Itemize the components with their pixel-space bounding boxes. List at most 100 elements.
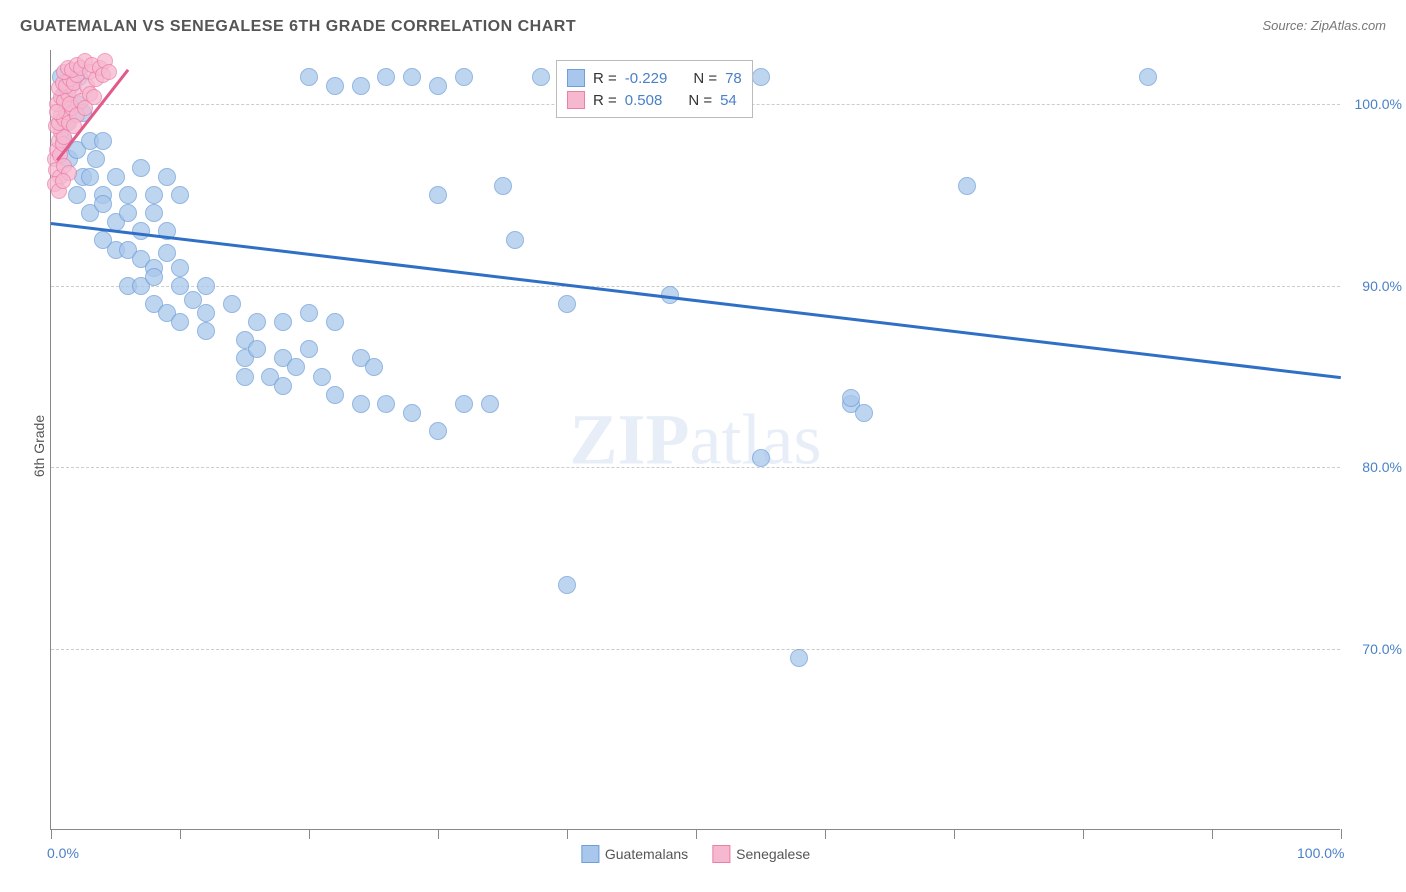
x-tick [1212,829,1213,839]
legend-n-value: 78 [725,70,742,87]
data-point [119,186,137,204]
data-point [158,244,176,262]
data-point [790,649,808,667]
data-point [429,186,447,204]
data-point [300,340,318,358]
legend-swatch [567,91,585,109]
data-point [1139,68,1157,86]
data-point [855,404,873,422]
x-tick [567,829,568,839]
data-point [326,77,344,95]
data-point [68,186,86,204]
series-legend: Guatemalans Senegalese [581,845,810,863]
data-point [300,304,318,322]
legend-n-value: 54 [720,92,737,109]
x-tick-label: 100.0% [1297,845,1344,861]
data-point [107,168,125,186]
data-point [532,68,550,86]
legend-r-value: 0.508 [625,92,663,109]
data-point [506,231,524,249]
data-point [55,173,71,189]
chart-title: GUATEMALAN VS SENEGALESE 6TH GRADE CORRE… [20,18,576,36]
data-point [94,195,112,213]
legend-n-label: N = [688,92,712,109]
x-tick-label: 0.0% [47,845,79,861]
y-tick-label: 70.0% [1362,641,1402,657]
data-point [752,449,770,467]
data-point [274,377,292,395]
chart-container: GUATEMALAN VS SENEGALESE 6TH GRADE CORRE… [0,0,1406,892]
legend-swatch [712,845,730,863]
watermark: ZIPatlas [570,398,822,481]
data-point [313,368,331,386]
data-point [287,358,305,376]
data-point [455,68,473,86]
data-point [119,204,137,222]
x-tick [696,829,697,839]
gridline [51,286,1340,287]
data-point [171,186,189,204]
data-point [145,268,163,286]
data-point [274,313,292,331]
data-point [300,68,318,86]
data-point [377,395,395,413]
legend-r-label: R = [593,70,617,87]
data-point [223,295,241,313]
data-point [326,313,344,331]
data-point [752,68,770,86]
data-point [81,168,99,186]
y-tick-label: 80.0% [1362,459,1402,475]
data-point [171,259,189,277]
data-point [958,177,976,195]
legend-n-label: N = [693,70,717,87]
x-tick [438,829,439,839]
data-point [481,395,499,413]
data-point [403,404,421,422]
data-point [326,386,344,404]
correlation-legend: R =-0.229N =78R =0.508N =54 [556,60,753,118]
data-point [842,389,860,407]
legend-swatch [581,845,599,863]
y-axis-label: 6th Grade [31,415,47,477]
data-point [197,304,215,322]
data-point [94,132,112,150]
data-point [49,104,65,120]
x-tick [309,829,310,839]
data-point [158,168,176,186]
data-point [352,395,370,413]
x-tick [1083,829,1084,839]
data-point [101,64,117,80]
data-point [558,576,576,594]
data-point [87,150,105,168]
data-point [403,68,421,86]
data-point [494,177,512,195]
data-point [171,313,189,331]
plot-area: ZIPatlas 70.0%80.0%90.0%100.0%0.0%100.0%… [50,50,1340,830]
x-tick [1341,829,1342,839]
data-point [429,422,447,440]
legend-swatch [567,69,585,87]
x-tick [825,829,826,839]
data-point [145,204,163,222]
y-tick-label: 90.0% [1362,278,1402,294]
data-point [352,77,370,95]
data-point [171,277,189,295]
x-tick [180,829,181,839]
x-tick [954,829,955,839]
legend-series-label: Senegalese [736,846,810,862]
data-point [248,340,266,358]
y-tick-label: 100.0% [1355,96,1402,112]
gridline [51,649,1340,650]
data-point [429,77,447,95]
gridline [51,467,1340,468]
data-point [377,68,395,86]
legend-r-value: -0.229 [625,70,668,87]
data-point [197,322,215,340]
source-attribution: Source: ZipAtlas.com [1262,18,1386,33]
data-point [558,295,576,313]
legend-series-label: Guatemalans [605,846,688,862]
x-tick [51,829,52,839]
data-point [248,313,266,331]
data-point [132,159,150,177]
data-point [236,368,254,386]
